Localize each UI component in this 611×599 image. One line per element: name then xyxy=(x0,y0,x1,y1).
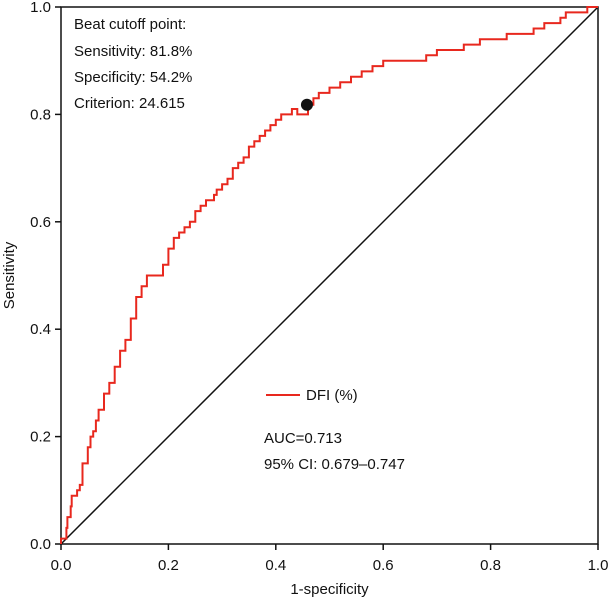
cutoff-specificity: Specificity: 54.2% xyxy=(74,69,192,86)
x-tick-label: 0.0 xyxy=(51,557,72,574)
x-tick-label: 0.8 xyxy=(480,557,501,574)
legend-label: DFI (%) xyxy=(306,387,358,404)
x-axis-title: 1-specificity xyxy=(290,581,369,598)
x-axis-ticks: 0.0 0.2 0.4 0.6 0.8 1.0 xyxy=(51,544,609,574)
y-tick-label: 0.4 xyxy=(30,321,51,338)
cutoff-point-marker xyxy=(300,98,313,111)
cutoff-sensitivity: Sensitivity: 81.8% xyxy=(74,43,192,60)
y-tick-label: 0.6 xyxy=(30,214,51,231)
x-tick-label: 1.0 xyxy=(588,557,609,574)
auc-label: AUC=0.713 xyxy=(264,430,342,447)
y-tick-label: 0.8 xyxy=(30,106,51,123)
cutoff-criterion: Criterion: 24.615 xyxy=(74,95,185,112)
cutoff-title: Beat cutoff point: xyxy=(74,16,186,33)
roc-curve-line xyxy=(60,6,598,544)
y-tick-label: 1.0 xyxy=(30,0,51,16)
reference-diagonal-line xyxy=(60,6,599,545)
plot-frame xyxy=(60,6,599,545)
x-tick-label: 0.6 xyxy=(373,557,394,574)
y-axis-ticks: 0.0 0.2 0.4 0.6 0.8 1.0 xyxy=(30,0,61,553)
y-tick-label: 0.2 xyxy=(30,429,51,446)
ci-label: 95% CI: 0.679–0.747 xyxy=(264,456,405,473)
y-tick-label: 0.0 xyxy=(30,536,51,553)
x-tick-label: 0.2 xyxy=(158,557,179,574)
y-axis-title: Sensitivity xyxy=(1,241,18,309)
x-tick-label: 0.4 xyxy=(265,557,286,574)
